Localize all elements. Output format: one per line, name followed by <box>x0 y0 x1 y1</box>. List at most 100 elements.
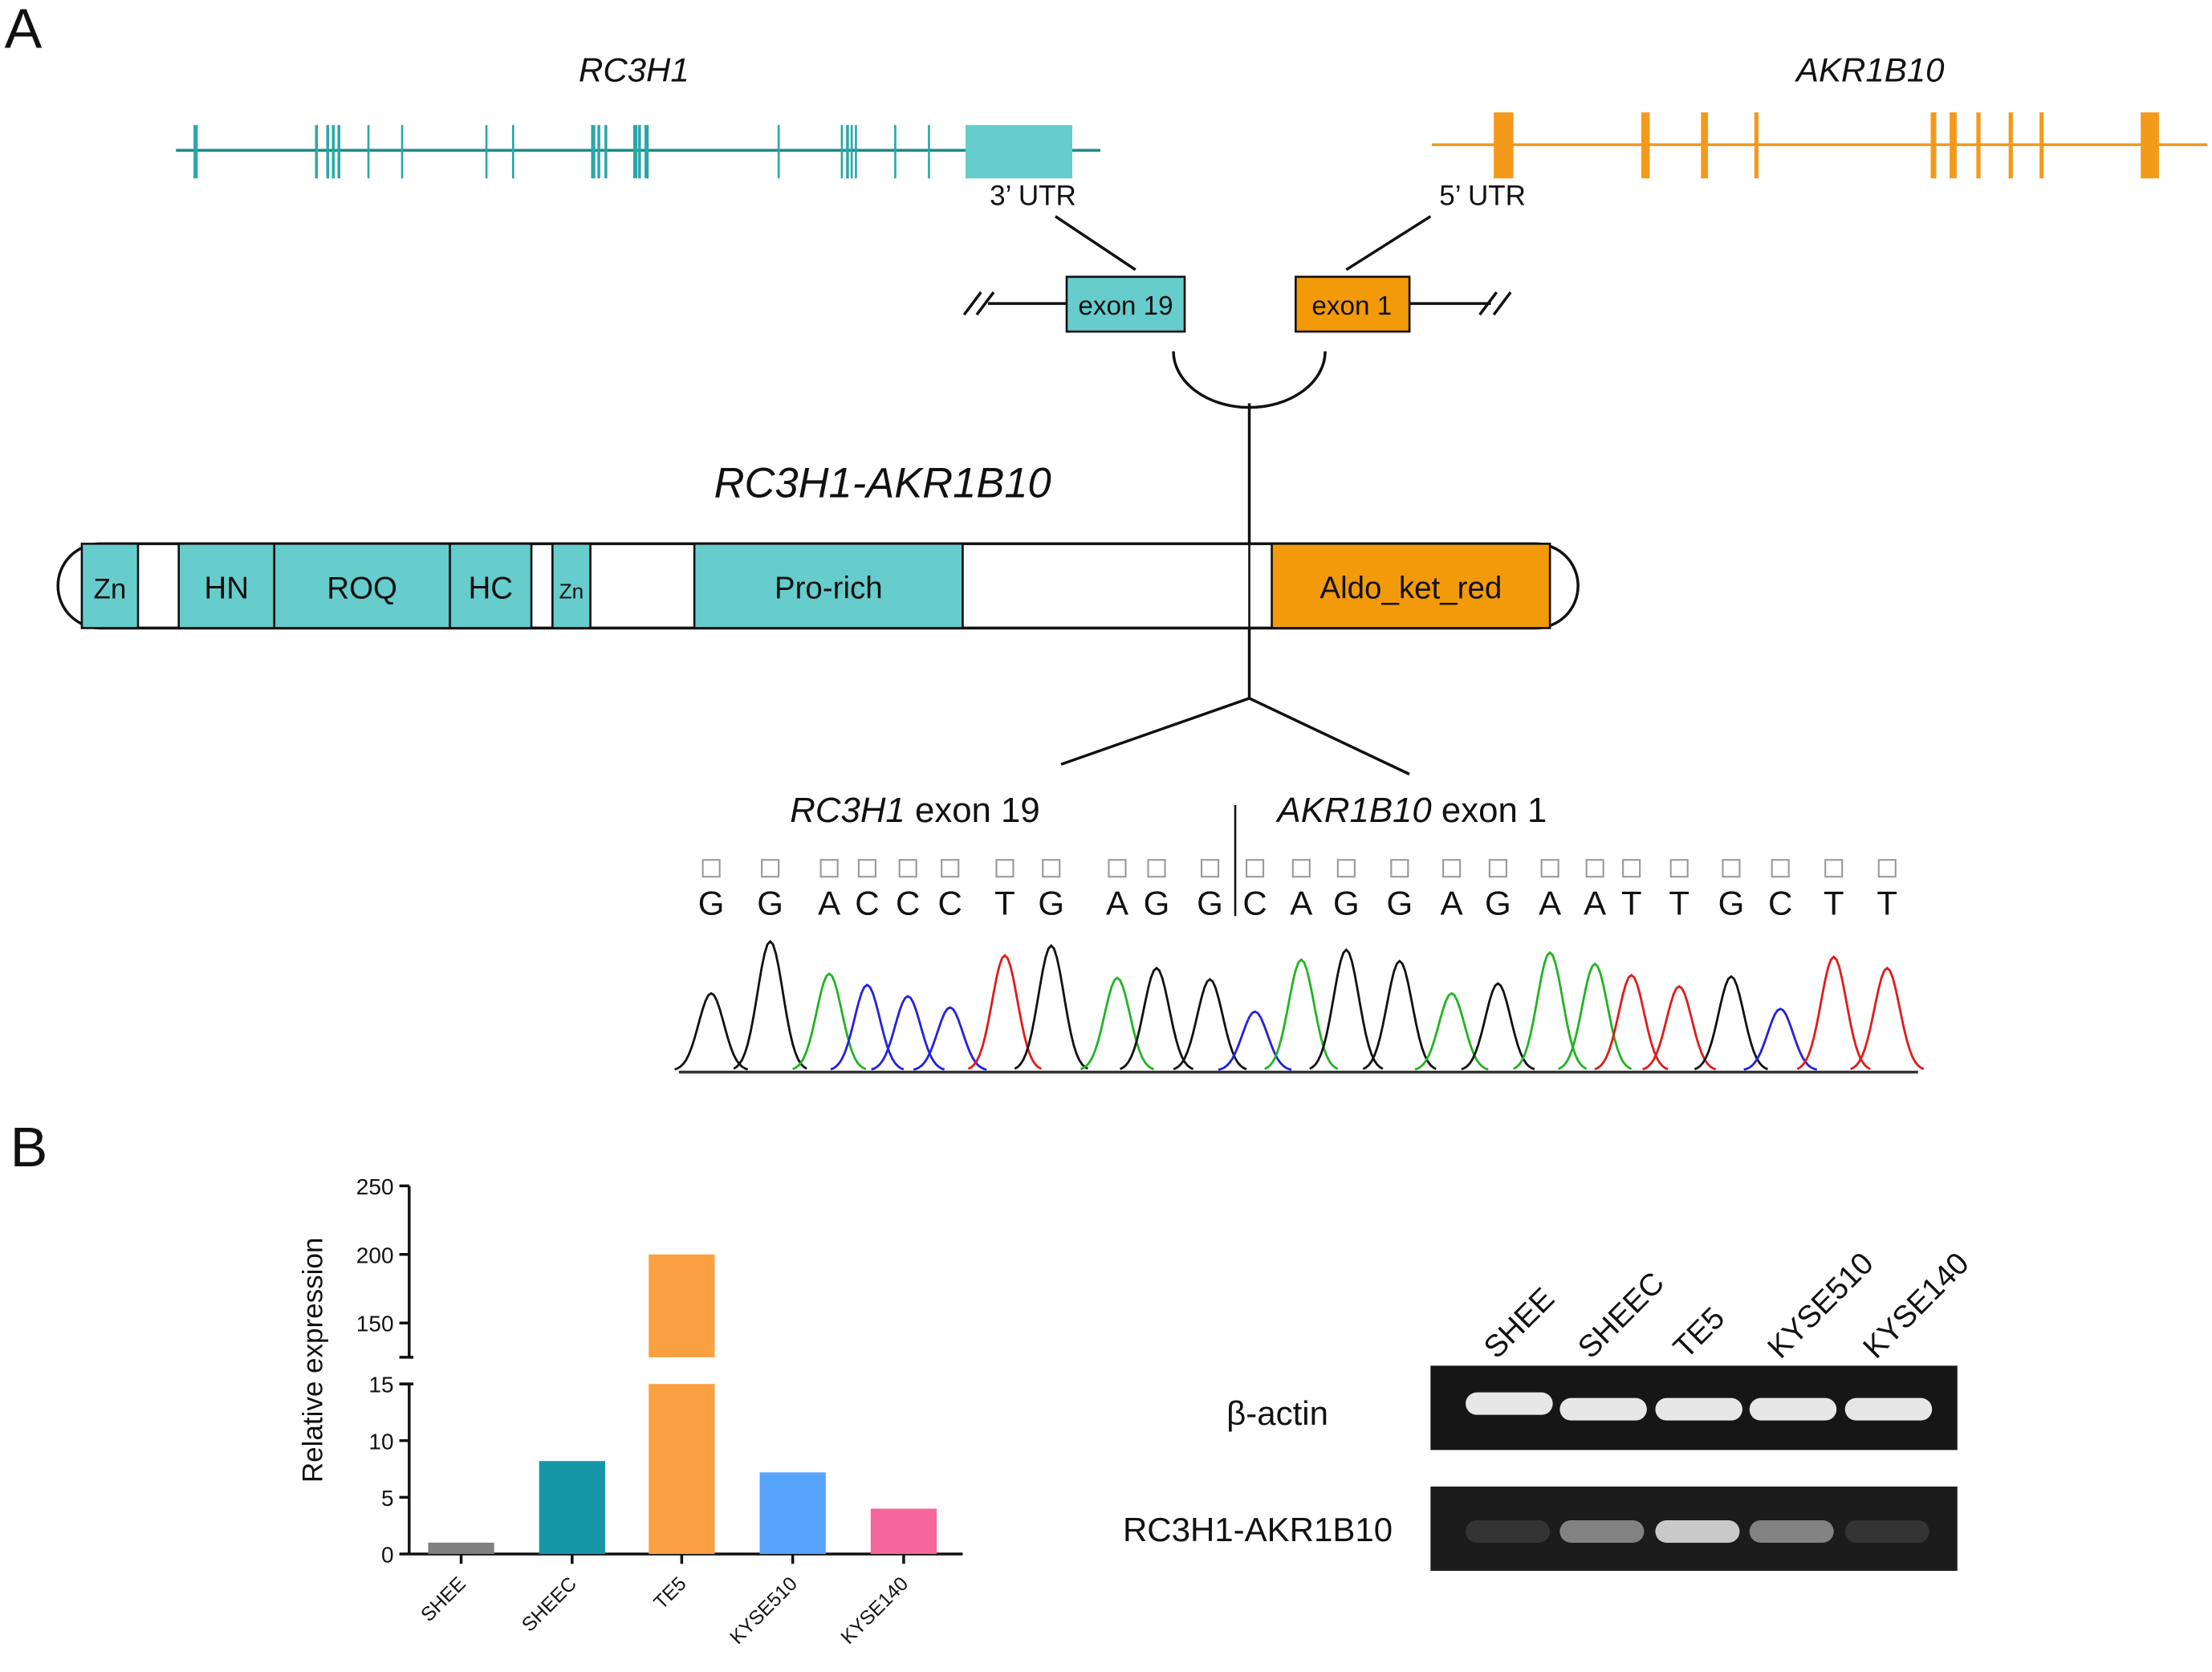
domain <box>177 543 276 629</box>
y-tick-label: 5 <box>381 1486 394 1511</box>
gel-band <box>1749 1397 1837 1421</box>
gel-band <box>1559 1397 1647 1421</box>
bar <box>759 1472 826 1554</box>
domain-label: Pro-rich <box>775 572 883 606</box>
base: G <box>1038 885 1064 922</box>
gel-band <box>1844 1519 1929 1543</box>
base: G <box>1387 885 1413 922</box>
trace-peak <box>674 991 749 1071</box>
gene-name: AKR1B10 <box>1275 791 1432 830</box>
gel-band <box>1655 1397 1742 1421</box>
gel-row-label: β-actin <box>1226 1394 1328 1432</box>
base: A <box>818 885 840 922</box>
trace-peak <box>1309 948 1384 1070</box>
base-marker <box>1147 859 1166 878</box>
base: C <box>1242 885 1267 922</box>
trace-peak <box>1850 966 1925 1071</box>
domain <box>449 543 533 629</box>
trace-peak <box>967 954 1043 1070</box>
gene-structure <box>176 124 1100 179</box>
base-marker <box>941 859 960 878</box>
exon-label: exon 1 <box>1311 291 1392 321</box>
trace-peak <box>1119 966 1194 1071</box>
y-tick-label: 250 <box>356 1174 394 1199</box>
base-marker <box>857 859 876 878</box>
lane-label: SHEEC <box>1572 1266 1671 1365</box>
gel-band <box>1844 1397 1933 1421</box>
trace-peak <box>1512 950 1588 1070</box>
domain <box>1271 543 1551 629</box>
gene-name: RC3H1 <box>790 791 905 830</box>
exon-label: exon 1 <box>1441 791 1547 830</box>
base: C <box>855 885 879 922</box>
exon-label: exon 19 <box>915 791 1040 830</box>
domain-label: Zn <box>94 574 127 605</box>
domain <box>551 543 592 629</box>
base: G <box>1485 885 1511 922</box>
base-marker <box>995 859 1015 878</box>
junction-label: AKR1B10 exon 1 <box>1275 791 1547 830</box>
trace-peak <box>1173 978 1247 1071</box>
trace-peak <box>913 1006 987 1071</box>
y-axis-label: Relative expression <box>297 1238 328 1483</box>
base: C <box>938 885 962 922</box>
gene-structure <box>1432 112 2208 179</box>
trace-peak <box>1796 955 1871 1070</box>
panel-label: B <box>10 1116 48 1178</box>
base-marker <box>761 859 780 878</box>
domain-label: ROQ <box>327 572 397 606</box>
domain-label: HC <box>469 572 514 606</box>
base-marker <box>1585 859 1604 878</box>
base: A <box>1106 885 1128 922</box>
junction-label: RC3H1 exon 19 <box>790 791 1039 830</box>
domain-label: HN <box>204 572 249 606</box>
base-marker <box>1291 859 1311 878</box>
base-marker <box>1824 859 1844 878</box>
trace-peak <box>1264 958 1339 1070</box>
utr-label: 5’ UTR <box>1439 181 1526 212</box>
base-marker <box>1771 859 1790 878</box>
base: A <box>1584 885 1606 922</box>
base-marker <box>1722 859 1741 878</box>
trace-peak <box>871 995 945 1071</box>
bar <box>428 1542 494 1554</box>
bar <box>649 1254 715 1357</box>
panel-label: A <box>5 0 43 60</box>
x-tick-label: KYSE510 <box>726 1573 802 1649</box>
y-tick-label: 10 <box>368 1429 393 1454</box>
base: A <box>1539 885 1561 922</box>
base: G <box>1197 885 1223 922</box>
base-marker <box>1488 859 1507 878</box>
base-marker <box>1042 859 1061 878</box>
base-marker <box>1442 859 1462 878</box>
base: C <box>1768 885 1792 922</box>
gene-name: AKR1B10 <box>1794 51 1945 89</box>
trace-peak <box>1642 985 1717 1071</box>
domain <box>273 543 451 629</box>
trace-peak <box>1080 976 1155 1071</box>
base-marker <box>1877 859 1897 878</box>
trace-peak <box>1362 959 1437 1070</box>
base-marker <box>1622 859 1641 878</box>
base: A <box>1290 885 1312 922</box>
exon-box <box>1294 275 1411 333</box>
base-marker <box>1390 859 1409 878</box>
trace-peak <box>1414 991 1489 1071</box>
fusion-title: RC3H1-AKR1B10 <box>714 460 1051 507</box>
gene-name: RC3H1 <box>579 51 689 89</box>
y-tick-label: 15 <box>368 1373 393 1397</box>
trace-peak <box>1014 943 1088 1070</box>
lane-label: TE5 <box>1667 1300 1731 1365</box>
base-marker <box>1245 859 1265 878</box>
bar <box>649 1384 715 1554</box>
trace-peak <box>1218 1010 1292 1072</box>
base-marker <box>819 859 839 878</box>
exon-box <box>1065 275 1186 333</box>
chromatogram <box>674 939 1925 1072</box>
base: C <box>896 885 920 922</box>
y-tick-label: 0 <box>381 1542 394 1567</box>
trace-peak <box>830 983 905 1071</box>
bar <box>870 1508 937 1554</box>
gel-band <box>1466 1392 1553 1415</box>
